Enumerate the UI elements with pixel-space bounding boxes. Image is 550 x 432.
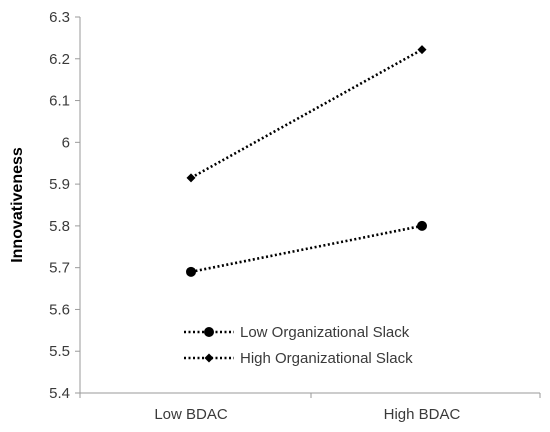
y-tick-label: 5.4	[49, 385, 70, 402]
y-tick-label: 6.1	[49, 93, 70, 110]
legend-item: High Organizational Slack	[184, 350, 413, 367]
y-tick-label: 5.5	[49, 343, 70, 360]
series-line	[190, 224, 423, 274]
data-point	[417, 45, 427, 55]
data-point	[417, 220, 427, 231]
y-tick-label: 5.9	[49, 176, 70, 193]
legend-marker	[204, 353, 214, 363]
legend-item: Low Organizational Slack	[184, 324, 410, 341]
x-axis: Low BDAC High BDAC	[79, 392, 541, 423]
y-tick-label: 5.6	[49, 301, 70, 318]
y-tick-label: 5.7	[49, 260, 70, 277]
y-tick-label: 6.2	[49, 51, 70, 68]
y-axis: 5.4 5.5 5.6 5.7 5.8 5.9 6 6.1 6.2 6.3	[49, 9, 81, 402]
data-point	[186, 266, 196, 277]
series-layer	[186, 45, 427, 277]
legend-marker	[204, 327, 214, 337]
series-line	[190, 48, 423, 179]
data-point	[186, 173, 196, 183]
series-high-organizational-slack	[186, 45, 427, 183]
y-tick-label: 5.8	[49, 218, 70, 235]
series-low-organizational-slack	[186, 220, 427, 277]
x-tick-label: Low BDAC	[154, 406, 228, 423]
y-tick-label: 6	[62, 134, 70, 151]
y-axis-label: Innovativeness	[9, 147, 26, 263]
legend-label: High Organizational Slack	[240, 350, 413, 367]
legend: Low Organizational Slack High Organizatio…	[184, 324, 413, 367]
legend-label: Low Organizational Slack	[240, 324, 410, 341]
y-tick-label: 6.3	[49, 9, 70, 26]
x-tick-label: High BDAC	[384, 406, 461, 423]
